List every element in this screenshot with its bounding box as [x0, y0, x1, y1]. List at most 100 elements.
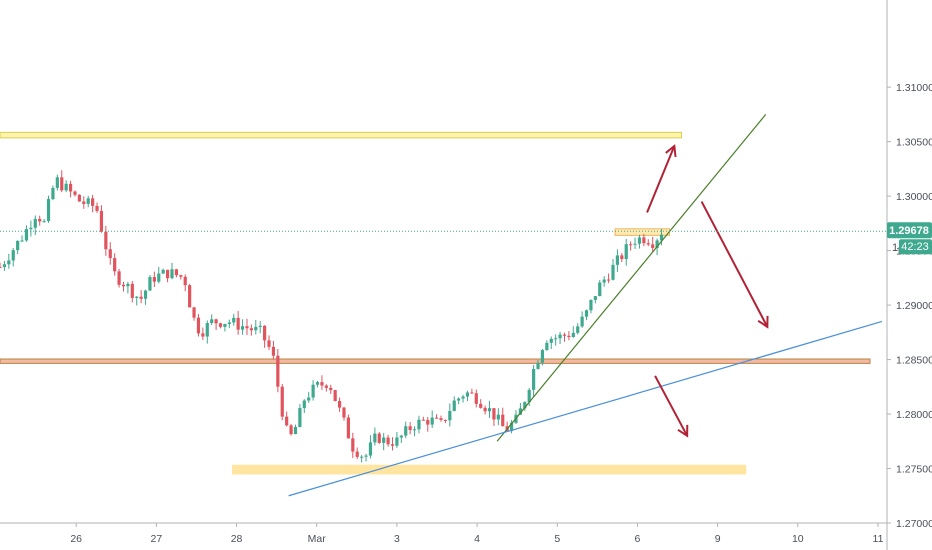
candle-down [434, 417, 439, 419]
candle-up [148, 277, 152, 291]
x-tick-label: Mar [308, 533, 327, 545]
candle-down [479, 403, 483, 408]
candle-down [113, 258, 117, 272]
candle-down [139, 296, 143, 299]
candle-up [659, 234, 664, 241]
zones-layer [0, 131, 871, 475]
candle-down [470, 392, 474, 394]
candle-up [611, 264, 615, 280]
last-price-label: 1.29678 [889, 225, 929, 237]
candle-down [183, 276, 187, 286]
candle-up [307, 397, 311, 401]
candle-down [606, 279, 611, 281]
candle-down [324, 385, 328, 388]
candle-up [64, 183, 68, 191]
candle-down [196, 317, 201, 334]
candle-down [179, 275, 183, 277]
candle-down [91, 198, 95, 206]
candle-down [218, 323, 223, 327]
candle-up [42, 221, 46, 223]
y-tick-label: 1.27500 [896, 464, 932, 476]
candle-up [55, 177, 59, 188]
x-tick-label: 28 [231, 533, 243, 545]
candle-up [496, 414, 500, 420]
y-tick-label: 1.31000 [896, 82, 932, 94]
candle-up [602, 279, 606, 283]
y-tick-label: 1.27000 [896, 518, 932, 530]
candle-down [408, 426, 412, 430]
candle-down [0, 266, 2, 268]
candle-down [214, 319, 218, 324]
candle-up [240, 326, 245, 330]
support-zone-red [0, 358, 871, 364]
candle-up [395, 437, 399, 446]
green-trendline [496, 114, 767, 442]
candle-down [421, 419, 425, 421]
x-tick-label: 27 [151, 533, 163, 545]
candle-up [399, 435, 403, 438]
candle-up [589, 299, 593, 311]
countdown-badge: 42:23 [899, 239, 932, 255]
candle-up [430, 417, 434, 425]
candle-up [518, 408, 522, 415]
candle-down [174, 269, 179, 276]
candle-up [24, 229, 29, 241]
y-tick-label: 1.30500 [896, 137, 932, 149]
candle-down [152, 277, 156, 282]
candle-down [642, 237, 646, 244]
candle-up [364, 455, 368, 457]
up-arrow-head [665, 144, 677, 158]
x-tick-label: 26 [70, 533, 82, 545]
candle-up [554, 338, 558, 340]
y-axis-ticks[interactable]: 1.270001.275001.280001.285001.290001.295… [887, 82, 932, 530]
candle-up [540, 350, 545, 363]
down-arrow-2-head [677, 424, 689, 438]
x-tick-label: 6 [635, 533, 641, 545]
down-arrow-2 [654, 375, 689, 437]
down-arrow-1-head [757, 315, 769, 329]
candle-up [448, 410, 452, 421]
candle-up [7, 260, 11, 265]
candle-up [633, 243, 637, 245]
candle-down [333, 390, 337, 402]
candle-down [351, 438, 355, 452]
candle-up [302, 400, 306, 409]
candle-up [615, 255, 620, 265]
candle-down [377, 433, 381, 443]
candle-down [337, 401, 342, 408]
candle-down [104, 231, 108, 250]
candle-up [227, 322, 231, 324]
candle-down [443, 419, 448, 421]
countdown-badge-bg [899, 239, 932, 255]
candle-down [329, 387, 333, 391]
x-tick-label: 3 [394, 533, 400, 545]
candle-down [426, 419, 430, 425]
candle-up [143, 290, 148, 299]
x-axis-ticks[interactable]: 26 27 28 Mar 3 4 5 6 9 10 11 [70, 523, 884, 545]
candle-up [545, 342, 549, 351]
candle-down [117, 271, 121, 285]
candle-up [311, 384, 315, 398]
candle-up [46, 199, 51, 222]
candle-down [276, 355, 280, 387]
candle-down [236, 317, 240, 330]
candle-down [108, 249, 112, 259]
candle-up [593, 296, 597, 300]
y-tick-label: 1.29000 [896, 300, 932, 312]
candle-down [567, 335, 571, 338]
candle-up [16, 240, 20, 251]
candle-down [285, 416, 289, 426]
candle-down [562, 334, 567, 336]
candle-up [157, 273, 161, 282]
countdown-label: 42:23 [901, 241, 929, 253]
candle-up [637, 237, 642, 244]
candle-up [457, 398, 461, 401]
candle-up [549, 338, 553, 343]
candle-up [580, 316, 584, 327]
candle-down [390, 444, 395, 446]
candle-down [320, 382, 324, 386]
candle-up [298, 408, 302, 428]
candle-down [77, 194, 81, 202]
candle-down [386, 437, 390, 445]
